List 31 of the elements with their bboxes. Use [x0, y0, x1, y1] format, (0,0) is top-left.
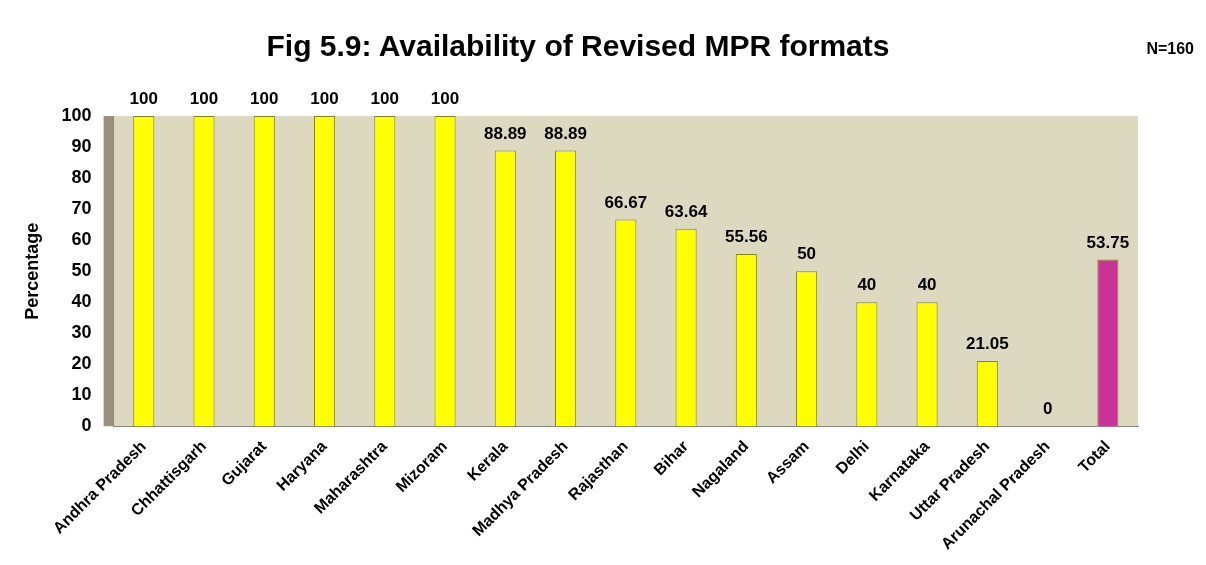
y-tick-label: 30: [71, 322, 92, 343]
data-label: 55.56: [725, 227, 768, 247]
y-tick-label: 40: [71, 291, 92, 312]
y-tick-label: 20: [71, 353, 92, 374]
y-tick-label: 10: [71, 384, 92, 405]
y-axis-title: Percentage: [21, 222, 42, 320]
data-label: 100: [370, 89, 399, 109]
data-label: 66.67: [604, 192, 648, 212]
data-label: 53.75: [1086, 232, 1130, 252]
data-label: 21.05: [966, 334, 1009, 354]
text: N=160: [1146, 40, 1195, 58]
data-label: 40: [917, 275, 937, 295]
y-tick-label: 80: [71, 167, 92, 188]
data-label: 100: [430, 89, 460, 109]
data-label: 50: [797, 244, 817, 264]
chart-title: Fig 5.9: Availability of Revised MPR formats: [266, 29, 890, 63]
y-tick-label: 100: [61, 104, 92, 125]
data-label: 88.89: [544, 123, 587, 143]
data-label: 63.64: [664, 202, 708, 222]
y-tick-label: 90: [71, 136, 92, 156]
data-label: 100: [250, 89, 279, 109]
data-label: 100: [129, 89, 158, 109]
y-tick-label: 60: [71, 229, 92, 250]
data-label: 0: [1042, 399, 1053, 419]
data-label: 100: [189, 89, 219, 109]
data-label: 88.89: [484, 123, 527, 143]
data-label: 40: [857, 275, 877, 295]
data-label: 100: [310, 89, 339, 109]
y-tick-label: 50: [71, 260, 92, 281]
y-tick-label: 70: [71, 198, 92, 219]
y-tick-label: 0: [81, 415, 92, 436]
